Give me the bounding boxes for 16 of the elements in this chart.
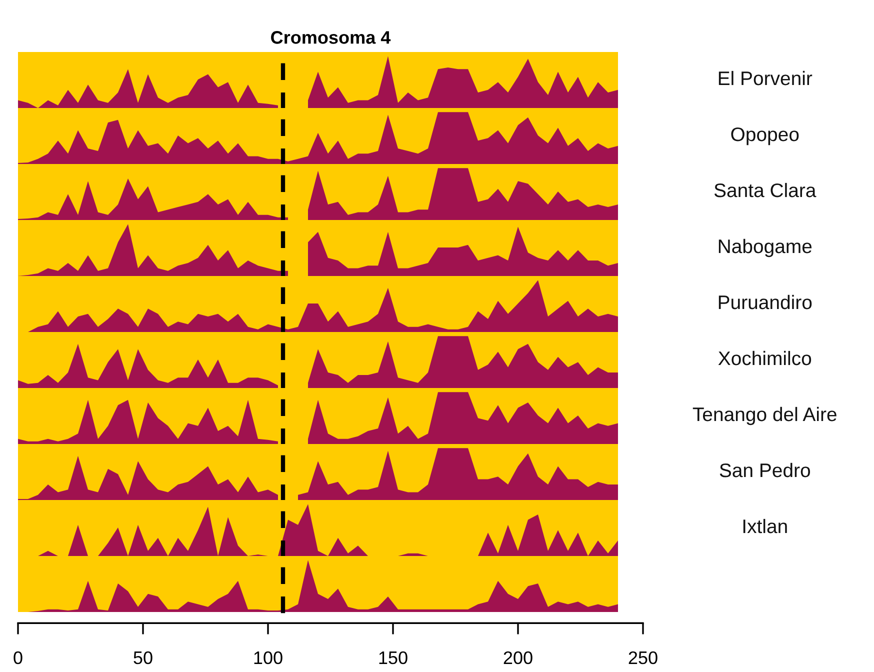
chart-title: Cromosoma 4 <box>271 31 391 44</box>
text: Tenango del Aire <box>692 406 836 426</box>
x-tick-label: 0 <box>14 651 22 664</box>
text: Santa Clara <box>714 182 816 198</box>
text: Puruandiro <box>718 294 812 310</box>
text: Nabogame <box>718 238 812 258</box>
x-tick-label: 250 <box>628 651 658 664</box>
x-tick-label: 50 <box>134 651 152 664</box>
x-tick-label: 200 <box>504 651 532 664</box>
text: Opopeo <box>731 127 799 146</box>
x-tick-label: 150 <box>379 651 408 664</box>
text: Xochimilco <box>718 350 812 366</box>
text: El Porvenir <box>718 70 812 86</box>
text: Ixtlan <box>743 518 787 534</box>
x-tick-label: 100 <box>254 651 282 664</box>
text: San Pedro <box>720 462 810 478</box>
